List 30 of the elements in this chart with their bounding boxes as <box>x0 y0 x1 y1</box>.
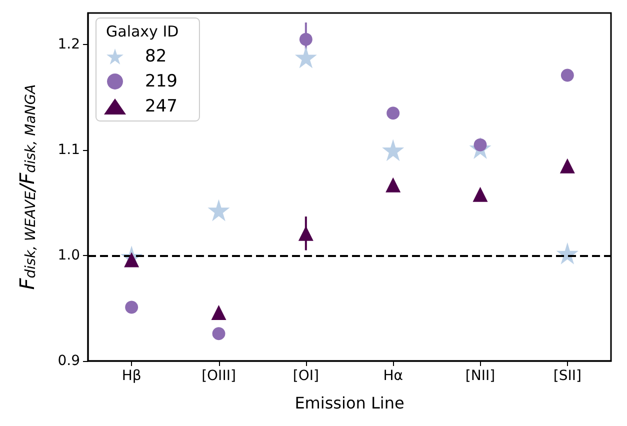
x-tick-label: [SII] <box>553 368 582 384</box>
point <box>386 106 400 120</box>
point <box>212 327 226 340</box>
y-axis-title: Fdisk, WEAVE/Fdisk, MaNGA <box>15 84 39 290</box>
y-tick-label: 1.0 <box>58 248 80 264</box>
point <box>560 158 575 174</box>
y-tick-label: 1.2 <box>58 36 80 53</box>
point <box>472 186 488 202</box>
x-tick-label: Hβ <box>122 368 142 384</box>
x-axis-title: Emission Line <box>294 394 404 412</box>
point <box>386 177 401 192</box>
point <box>560 68 574 82</box>
legend-title: Galaxy ID <box>106 22 179 40</box>
y-tick-label: 1.1 <box>58 142 80 158</box>
point <box>298 226 314 241</box>
point <box>294 46 317 68</box>
point <box>211 304 226 320</box>
point <box>556 242 578 264</box>
x-tick-label: [NII] <box>465 368 496 384</box>
point <box>382 139 404 162</box>
y-tick-label: 0.9 <box>58 353 80 369</box>
point <box>208 199 230 222</box>
legend-label: 247 <box>145 96 178 116</box>
point <box>125 300 138 314</box>
x-tick-label: Hα <box>383 368 403 384</box>
legend-label: 219 <box>145 72 178 92</box>
x-tick-label: [OI] <box>292 368 319 384</box>
legend-label: 82 <box>145 46 167 66</box>
x-tick-label: [OIII] <box>202 368 236 384</box>
point <box>299 32 312 46</box>
